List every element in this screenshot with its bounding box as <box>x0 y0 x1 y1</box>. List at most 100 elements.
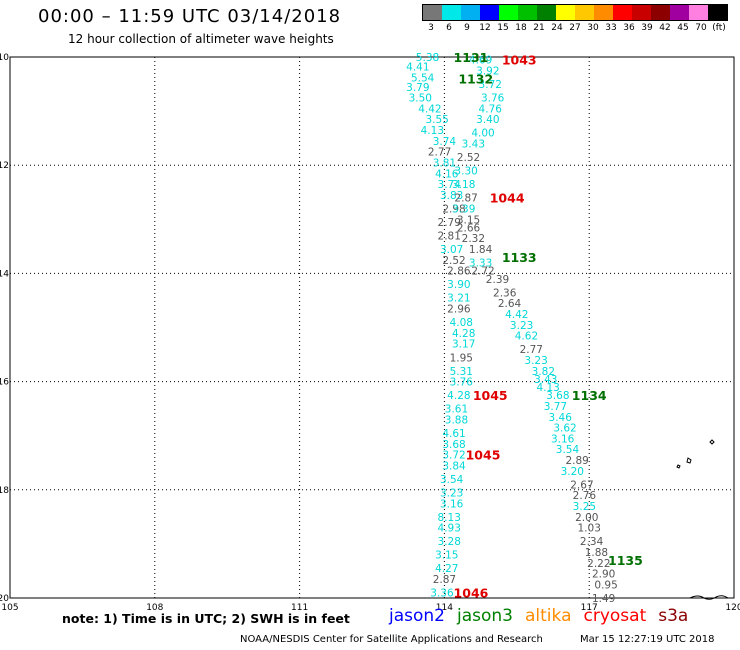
wave-height-value: 3.74 <box>433 136 457 148</box>
credit-text: NOAA/NESDIS Center for Satellite Applica… <box>240 634 543 645</box>
wave-height-value: 4.42 <box>505 309 528 321</box>
wave-height-value: 4.93 <box>438 523 461 535</box>
wave-height-value: 2.64 <box>498 298 522 310</box>
pass-time-label: 1134 <box>572 388 607 403</box>
mission-label-jason2: jason2 <box>389 606 445 626</box>
wave-height-value: 2.34 <box>580 536 604 548</box>
wave-height-value: 1.84 <box>469 244 493 256</box>
mission-label-cryosat: cryosat <box>583 606 647 626</box>
wave-height-value: 4.13 <box>536 382 559 394</box>
legend-swatch <box>651 5 670 20</box>
wave-height-value: 3.18 <box>452 179 475 191</box>
wave-height-value: 3.68 <box>442 439 465 451</box>
wave-height-value: 3.17 <box>452 339 475 351</box>
legend-tick-label: 45 <box>677 23 689 33</box>
wave-height-value: 3.33 <box>469 258 492 270</box>
wave-height-value: 3.76 <box>450 377 474 389</box>
wave-height-value: 3.77 <box>544 401 567 413</box>
wave-height-value: 4.13 <box>421 125 444 137</box>
wave-height-value: 2.67 <box>570 479 593 491</box>
x-tick-label: 108 <box>146 603 163 613</box>
wave-height-value: 5.54 <box>411 73 435 85</box>
island-shape <box>709 439 715 445</box>
wave-height-value: 3.25 <box>573 501 596 513</box>
legend-swatch <box>670 5 689 20</box>
legend-swatch <box>499 5 518 20</box>
wave-height-value: 1.95 <box>450 352 473 364</box>
wave-height-value: 3.43 <box>462 139 485 151</box>
wave-height-value: 3.16 <box>551 433 575 445</box>
wave-height-value: 3.23 <box>524 355 547 367</box>
legend-swatch <box>632 5 651 20</box>
wave-height-value: 4.76 <box>479 103 503 115</box>
wave-height-value: 3.92 <box>476 66 499 78</box>
generated-timestamp: Mar 15 12:27:19 UTC 2018 <box>580 634 715 645</box>
pass-time-label: 1135 <box>608 553 643 568</box>
wave-height-value: 4.41 <box>406 62 429 74</box>
pass-time-label: 1133 <box>502 250 537 265</box>
wave-height-value: 3.61 <box>445 404 468 416</box>
x-tick-label: 117 <box>581 603 598 613</box>
wave-height-value: 2.79 <box>438 217 461 229</box>
wave-height-value: 1.03 <box>578 523 601 535</box>
map-grid <box>9 56 735 599</box>
wave-height-value: 2.52 <box>442 255 465 267</box>
wave-height-value: 4.27 <box>435 563 458 575</box>
wave-height-value: 3.54 <box>556 444 580 456</box>
wave-height-value: 3.88 <box>445 414 468 426</box>
y-tick-label: 18 <box>0 486 9 496</box>
wave-height-value: 3.72 <box>479 79 502 91</box>
legend-tick-label: 21 <box>533 23 545 33</box>
wave-height-value: 1.49 <box>592 593 615 605</box>
wave-height-value: 5.31 <box>450 366 473 378</box>
wave-height-value: 4.61 <box>442 428 465 440</box>
wave-height-value: 2.22 <box>587 558 610 570</box>
wave-height-value: 3.15 <box>457 214 480 226</box>
legend-swatch <box>480 5 499 20</box>
pass-time-label: 1131 <box>454 50 489 65</box>
pass-time-label: 1044 <box>490 191 525 206</box>
wave-height-value: 3.79 <box>406 82 429 94</box>
legend-swatch <box>423 5 442 20</box>
wave-height-value: 5.38 <box>416 52 439 64</box>
y-tick-label: 10 <box>0 53 9 63</box>
legend-swatch <box>594 5 613 20</box>
wave-height-value: 3.20 <box>561 466 584 478</box>
wave-height-value: 4.28 <box>447 390 470 402</box>
color-legend: 3 6 9 12 15 18 21 24 27 30 33 36 39 42 45 70 (ft) <box>422 4 728 33</box>
wave-height-value: 3.68 <box>546 390 569 402</box>
y-tick-label: 20 <box>0 594 9 604</box>
legend-tick-label: 3 <box>428 23 434 33</box>
legend-tick-label: 39 <box>641 23 653 33</box>
wave-height-value: 2.89 <box>565 455 588 467</box>
y-tick-label: 16 <box>0 378 9 388</box>
legend-swatch <box>613 5 632 20</box>
wave-height-value: 2.87 <box>454 193 477 205</box>
wave-height-value: 2.72 <box>471 266 494 278</box>
wave-height-value: 2.87 <box>433 574 456 586</box>
wave-height-value: 3.50 <box>409 93 432 105</box>
wave-height-value: 3.90 <box>447 279 470 291</box>
wave-height-value: 3.23 <box>510 320 533 332</box>
wave-height-value: 4.69 <box>469 55 492 67</box>
map-axes: 105 108 111 114 117 120 10 12 14 16 18 20 <box>0 53 740 613</box>
map-subtitle: 12 hour collection of altimeter wave hei… <box>68 32 334 46</box>
legend-tick-label: 70 <box>695 23 707 33</box>
wave-height-value: 2.76 <box>573 490 597 502</box>
map-title: 00:00 – 11:59 UTC 03/14/2018 <box>38 6 342 27</box>
pass-time-label: 1045 <box>466 448 501 463</box>
legend-swatch <box>708 5 727 20</box>
wave-height-value: 3.43 <box>534 374 557 386</box>
legend-swatch <box>575 5 594 20</box>
wave-height-value: 3.55 <box>425 114 448 126</box>
legend-swatch <box>518 5 537 20</box>
legend-tick-label: 30 <box>587 23 599 33</box>
wave-height-value: 3.15 <box>435 550 458 562</box>
x-tick-label: 111 <box>291 603 308 613</box>
wave-height-value: 2.90 <box>592 569 615 581</box>
legend-tick-label: 6 <box>446 23 452 33</box>
wave-height-value: 3.07 <box>440 244 463 256</box>
mission-legend: jason2 jason3 altika cryosat s3a <box>389 606 688 626</box>
wave-height-value: 4.00 <box>471 128 494 140</box>
wave-height-value: 1.88 <box>585 547 608 559</box>
